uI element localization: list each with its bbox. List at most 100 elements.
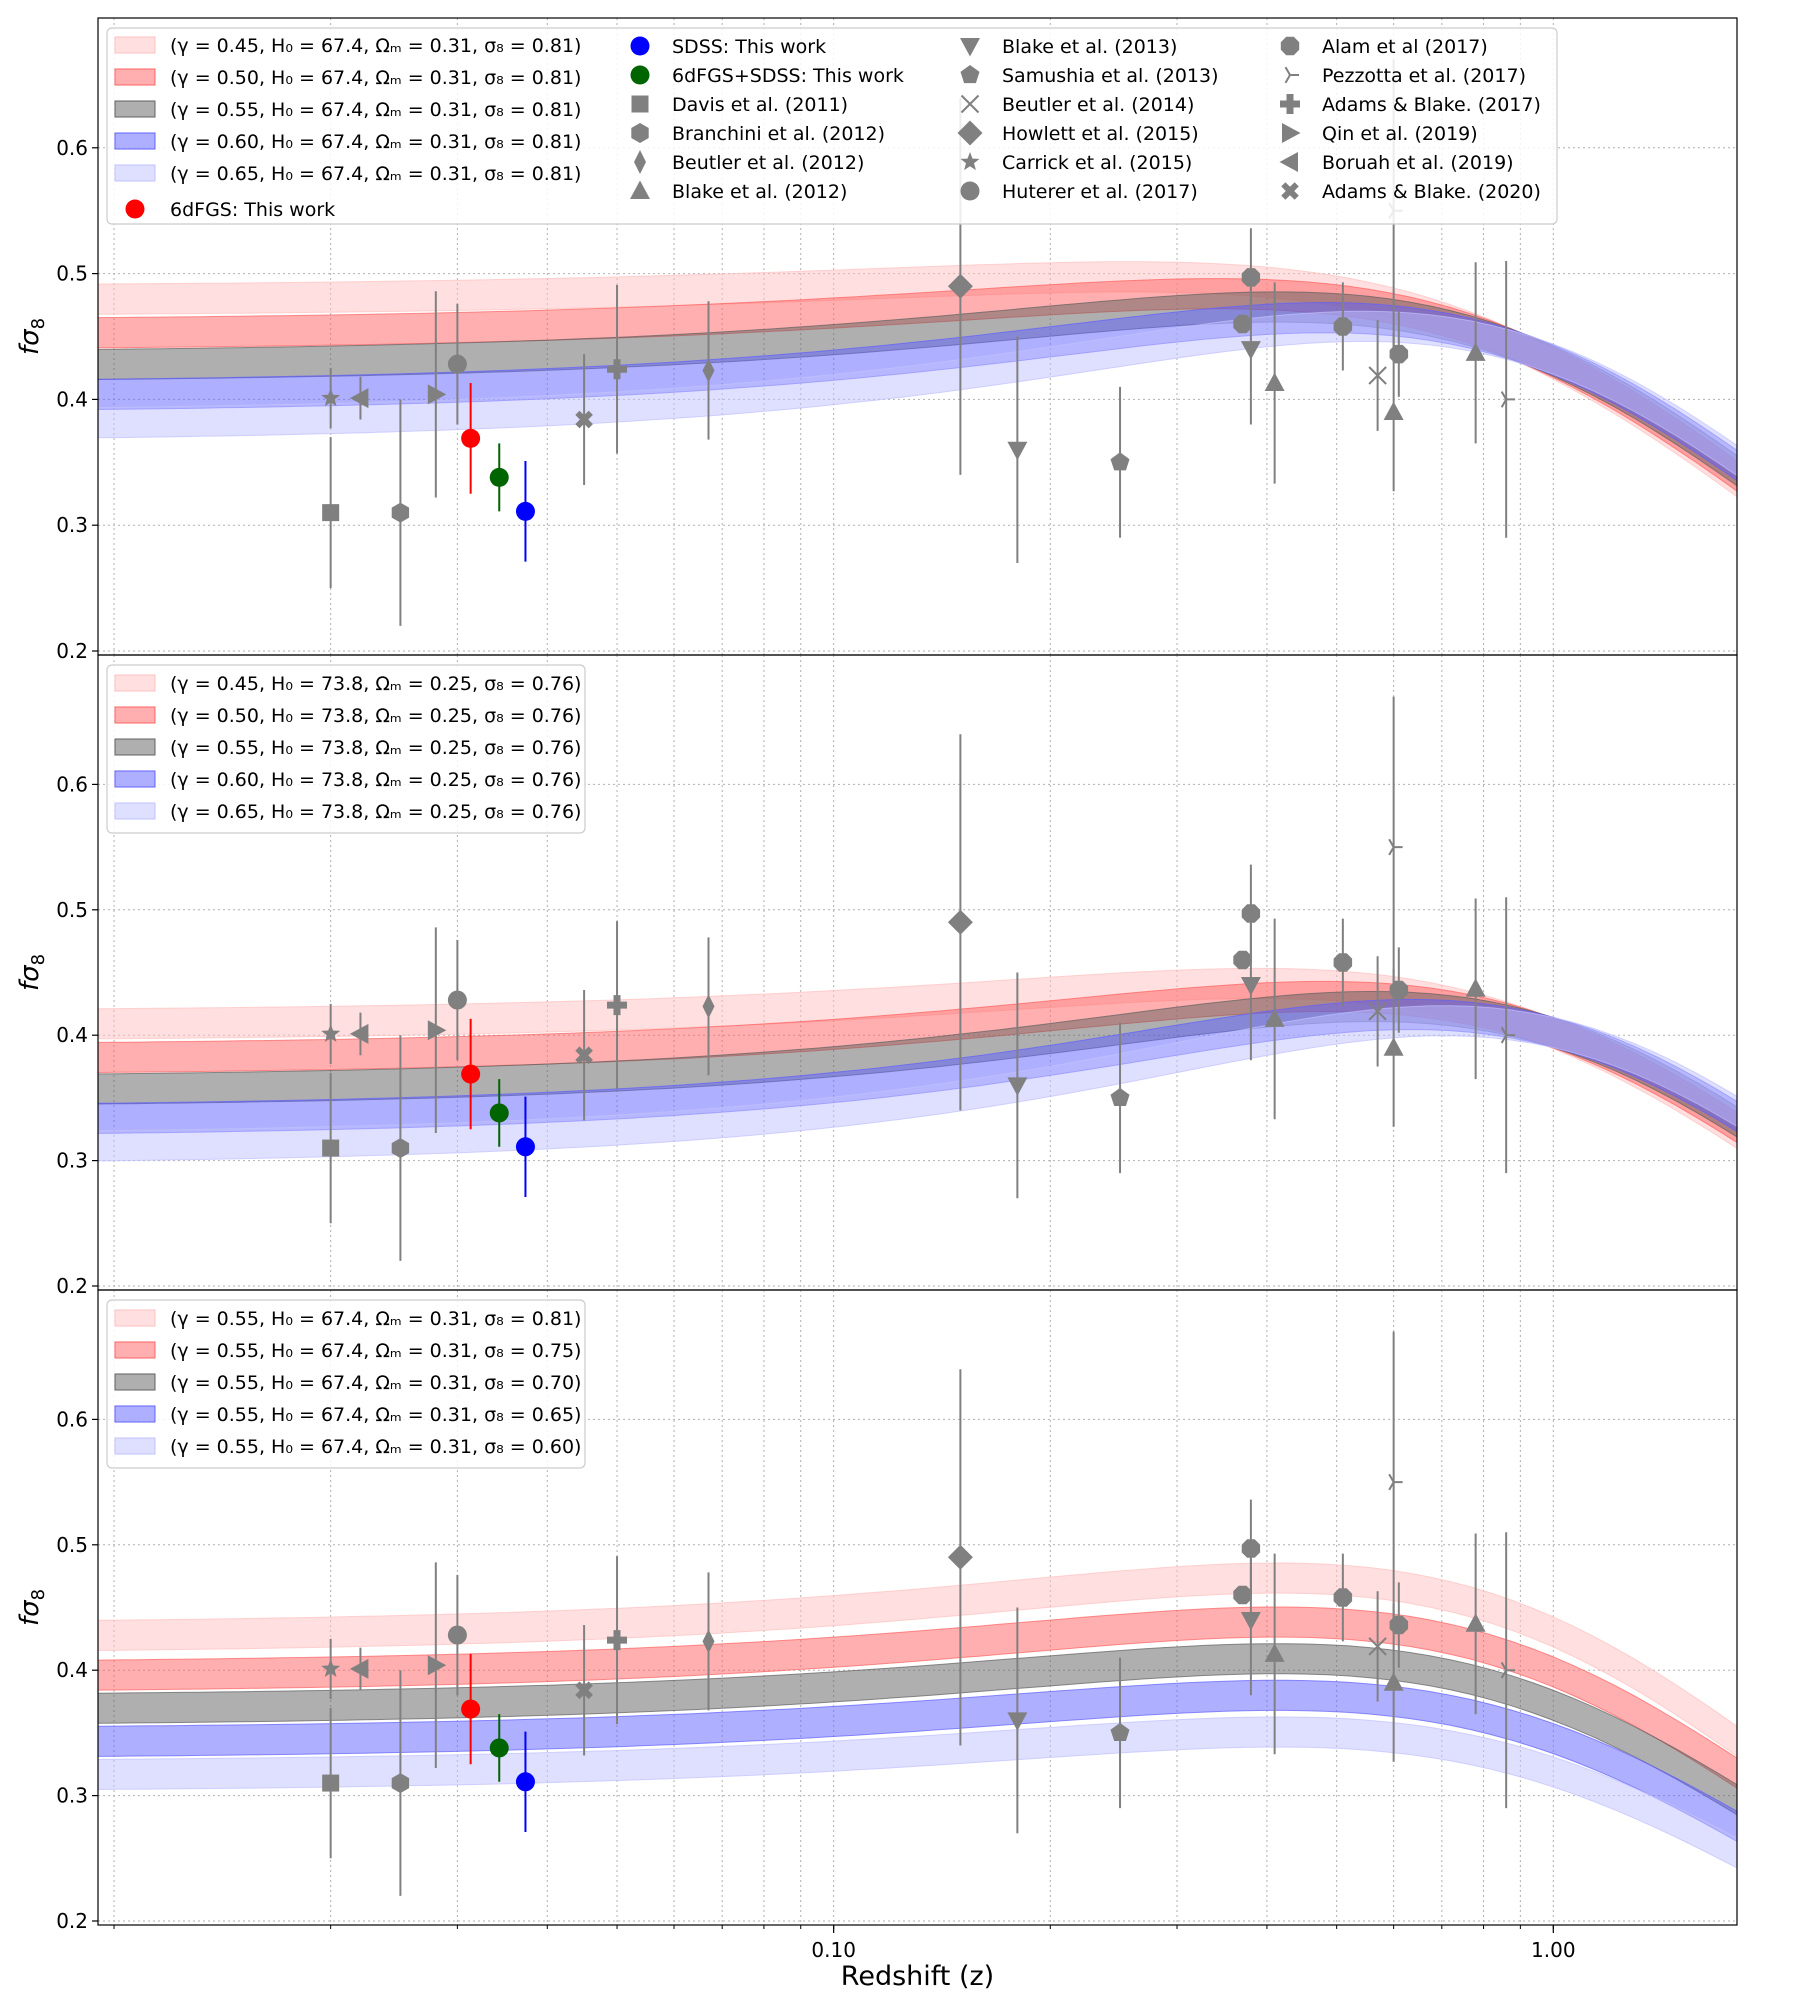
data-point: [1389, 980, 1409, 1000]
data-point: [575, 1681, 593, 1700]
data-point: [1383, 401, 1404, 420]
legend-survey-label: Samushia et al. (2013): [1002, 65, 1219, 87]
data-point: [349, 1023, 369, 1044]
band: [98, 1005, 1737, 1162]
y-tick-label: 0.3: [56, 513, 88, 537]
data-point: [947, 273, 973, 299]
model-bands: [98, 261, 1737, 498]
band: [98, 1562, 1737, 1757]
data-point: [322, 1774, 340, 1792]
data-point: [1465, 342, 1486, 361]
band: [98, 1716, 1737, 1869]
legend-band-swatch: [114, 1405, 156, 1423]
legend-band-label: (γ = 0.55, H₀ = 67.4, Ωₘ = 0.31, σ₈ = 0.…: [170, 1372, 581, 1394]
band: [98, 1643, 1737, 1816]
legend-survey-label: Blake et al. (2012): [672, 181, 847, 203]
legend-box: [106, 27, 1558, 225]
legend-marker: [630, 36, 650, 56]
y-tick-label: 0.2: [56, 1909, 88, 1933]
data-point: [515, 501, 535, 521]
data-point: [1368, 1002, 1387, 1021]
legend-marker: [957, 120, 983, 146]
legend-band-label: (γ = 0.55, H₀ = 67.4, Ωₘ = 0.31, σ₈ = 0.…: [170, 1308, 581, 1330]
data-point: [1264, 1643, 1285, 1662]
band: [98, 1679, 1737, 1842]
data-point: [702, 994, 715, 1019]
legend-marker: [960, 65, 980, 84]
data-point: [461, 428, 481, 448]
data-point: [1500, 391, 1516, 408]
legend-band-label: (γ = 0.60, H₀ = 67.4, Ωₘ = 0.31, σ₈ = 0.…: [170, 131, 581, 153]
panel-bottom: 0.2 0.3 0.4 0.5 0.6 fσ8 (γ = 0.55, H₀ = 67.4, …: [15, 1289, 1738, 1933]
legend-band-label: (γ = 0.45, H₀ = 73.8, Ωₘ = 0.25, σ₈ = 0.…: [170, 673, 581, 695]
legend-marker: [631, 123, 649, 143]
legend-band-swatch: [114, 68, 156, 86]
legend-survey-label: Boruah et al. (2019): [1322, 152, 1514, 174]
y-tick-label: 0.3: [56, 1784, 88, 1808]
data-point: [447, 354, 467, 374]
data-point: [489, 467, 509, 487]
data-point: [1241, 904, 1261, 923]
y-axis: 0.2 0.3 0.4 0.5 0.6: [56, 772, 98, 1298]
data-point: [349, 1658, 369, 1679]
legend-band-label: (γ = 0.45, H₀ = 67.4, Ωₘ = 0.31, σ₈ = 0.…: [170, 35, 581, 57]
band: [98, 1606, 1737, 1789]
data-point: [1233, 1585, 1252, 1605]
data-point: [321, 1658, 341, 1677]
y-axis: 0.2 0.3 0.4 0.5 0.6: [56, 136, 98, 663]
legend-band-label: (γ = 0.55, H₀ = 67.4, Ωₘ = 0.31, σ₈ = 0.…: [170, 1340, 581, 1362]
legend-marker: [125, 199, 145, 219]
y-tick-label: 0.6: [56, 772, 88, 796]
data-point: [322, 1139, 340, 1157]
panel-top: 0.2 0.3 0.4 0.5 0.6 fσ8 (γ = 0.45, H₀ = 67.4, …: [15, 17, 1738, 663]
y-tick-label: 0.6: [56, 136, 88, 160]
legend-box: [106, 664, 586, 834]
legend-marker: [1284, 66, 1299, 84]
legend-survey-label: SDSS: This work: [672, 36, 826, 58]
data-point: [575, 410, 593, 429]
data-point: [427, 1020, 447, 1041]
legend-band-swatch: [114, 1437, 156, 1455]
data-point: [461, 1699, 481, 1719]
legend-band-swatch: [114, 706, 156, 724]
data-point: [1333, 1588, 1353, 1607]
band: [98, 967, 1737, 1149]
legend: (γ = 0.55, H₀ = 67.4, Ωₘ = 0.31, σ₈ = 0.…: [106, 1299, 586, 1469]
data-point: [322, 504, 340, 522]
panel-middle: 0.2 0.3 0.4 0.5 0.6 fσ8 (γ = 0.45, H₀ = 73.8, …: [15, 654, 1738, 1298]
legend-band-swatch: [114, 1309, 156, 1327]
data-point: [1110, 452, 1130, 471]
data-point: [391, 1138, 410, 1159]
legend-band-label: (γ = 0.65, H₀ = 67.4, Ωₘ = 0.31, σ₈ = 0.…: [170, 163, 581, 185]
data-point: [447, 990, 467, 1010]
legend-marker: [1282, 123, 1301, 143]
data-point: [1465, 1613, 1486, 1632]
data-point: [1110, 1722, 1130, 1741]
data-point: [1233, 950, 1252, 970]
data-point: [1264, 1008, 1285, 1027]
legend-band-label: (γ = 0.50, H₀ = 73.8, Ωₘ = 0.25, σ₈ = 0.…: [170, 705, 581, 727]
legend: (γ = 0.45, H₀ = 67.4, Ωₘ = 0.31, σ₈ = 0.…: [106, 27, 1558, 225]
data-point: [1383, 1037, 1404, 1056]
legend-marker: [634, 150, 646, 174]
y-axis: 0.2 0.3 0.4 0.5 0.6: [56, 1407, 98, 1933]
legend-band-label: (γ = 0.50, H₀ = 67.4, Ωₘ = 0.31, σ₈ = 0.…: [170, 67, 581, 89]
legend-band-swatch: [114, 1341, 156, 1359]
data-point: [515, 1772, 535, 1792]
data-point: [1368, 366, 1387, 385]
legend-marker: [1280, 94, 1300, 114]
data-points: [321, 1331, 1516, 1896]
legend-survey-label: Adams & Blake. (2020): [1322, 181, 1541, 203]
legend-survey-label: Carrick et al. (2015): [1002, 152, 1192, 174]
y-tick-label: 0.2: [56, 1274, 88, 1298]
legend-band-swatch: [114, 164, 156, 182]
y-tick-label: 0.3: [56, 1149, 88, 1173]
y-axis-label: fσ8: [15, 1589, 49, 1626]
legend-band-swatch: [114, 738, 156, 756]
legend-band-swatch: [114, 802, 156, 820]
legend-survey-label: 6dFGS: This work: [170, 199, 335, 221]
y-tick-label: 0.4: [56, 1023, 88, 1047]
legend-band-swatch: [114, 132, 156, 150]
band: [98, 261, 1737, 498]
